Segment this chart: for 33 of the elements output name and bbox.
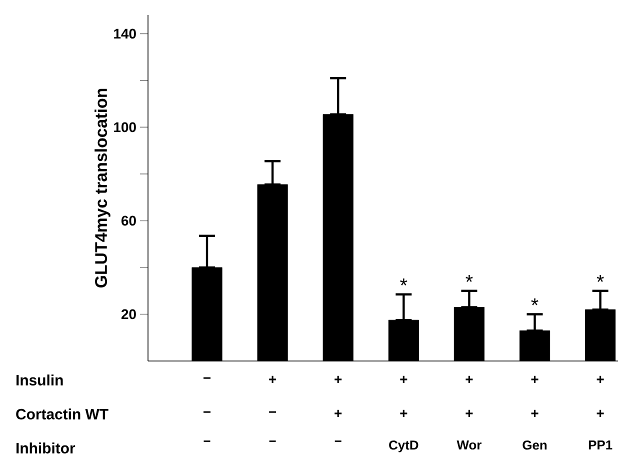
text: Insulin [16,374,63,386]
text: + [596,376,604,383]
text: Cortactin WT [16,408,108,420]
text: + [334,410,342,417]
text: − [204,377,211,379]
y-tick-label: 100 [114,122,136,132]
text: + [531,410,538,417]
y-axis-title: GLUT4myc translocation [94,88,110,288]
x-tick-label: − [334,440,342,442]
x-tick-label: Gen [522,440,547,450]
annotation: * [466,274,473,282]
x-tick-label: Wor [456,440,482,450]
x-tick-label: CytD [389,440,418,452]
text: + [531,376,538,383]
text: + [466,376,473,383]
text: Inhibitor [16,442,76,454]
text: − [204,411,211,413]
y-tick-label: 20 [121,309,136,320]
text: + [334,376,342,383]
text: + [400,410,408,417]
y-tick-label: 140 [114,28,136,39]
y-tick-label: 60 [121,216,136,226]
annotation: * [531,298,538,306]
x-tick-label: PP1 [588,440,612,450]
x-tick-label: − [204,440,210,442]
text: + [596,410,604,417]
x-tick-label: − [269,440,276,442]
text: + [466,410,473,417]
annotation: * [400,278,408,286]
text: − [269,411,276,413]
text: + [400,376,408,383]
text: + [269,376,276,383]
annotation: * [596,274,604,282]
